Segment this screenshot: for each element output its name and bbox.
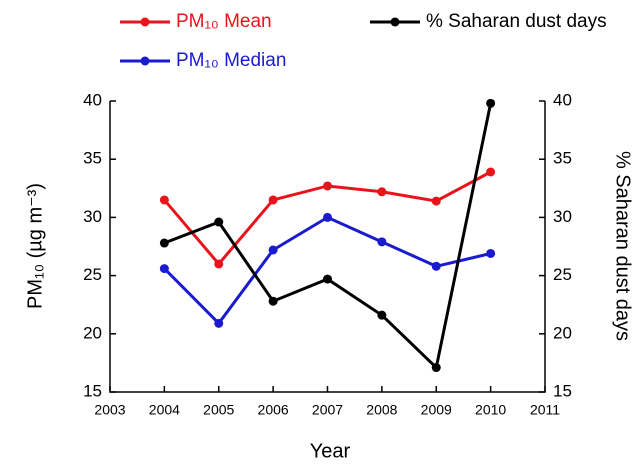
data-point bbox=[323, 212, 332, 222]
x-tick-label: 2003 bbox=[94, 402, 125, 418]
y-tick-label: 30 bbox=[83, 207, 102, 226]
legend-marker bbox=[390, 17, 400, 27]
series-line bbox=[163, 215, 491, 326]
data-point bbox=[431, 196, 441, 206]
y-axis-label: PM₁₀ (µg m⁻³) bbox=[24, 183, 46, 309]
data-point bbox=[268, 195, 278, 205]
y2-axis-label: % Saharan dust days bbox=[612, 151, 634, 341]
series-line bbox=[163, 103, 493, 371]
y2-tick-label: 40 bbox=[553, 90, 572, 109]
y-tick-label: 40 bbox=[83, 90, 102, 109]
y2-tick-label: 15 bbox=[553, 381, 572, 400]
x-tick-label: 2007 bbox=[312, 402, 343, 418]
x-tick-label: 2011 bbox=[530, 402, 560, 418]
x-tick-label: 2009 bbox=[421, 402, 452, 418]
data-point bbox=[268, 296, 278, 306]
legend-marker bbox=[140, 17, 150, 27]
legend-label: PM₁₀ Median bbox=[176, 50, 286, 71]
data-point bbox=[377, 237, 387, 247]
x-axis-label: Year bbox=[310, 440, 351, 462]
data-point bbox=[486, 248, 496, 258]
data-point bbox=[214, 318, 224, 328]
data-point bbox=[377, 310, 387, 320]
y-tick-label: 20 bbox=[83, 323, 102, 342]
data-point bbox=[323, 274, 332, 284]
legend-label: % Saharan dust days bbox=[426, 11, 607, 32]
data-point bbox=[486, 98, 496, 108]
y-tick-label: 25 bbox=[83, 265, 102, 284]
data-point bbox=[159, 264, 169, 274]
legend-marker bbox=[140, 56, 150, 66]
x-tick-label: 2004 bbox=[149, 402, 180, 418]
y2-tick-label: 20 bbox=[553, 323, 572, 342]
y2-tick-label: 35 bbox=[553, 149, 572, 168]
data-point bbox=[214, 259, 224, 269]
x-tick-label: 2010 bbox=[475, 402, 506, 418]
y-tick-label: 35 bbox=[83, 149, 102, 168]
data-point bbox=[214, 217, 224, 227]
x-tick-label: 2006 bbox=[258, 402, 289, 418]
y2-tick-label: 30 bbox=[553, 207, 572, 226]
data-point bbox=[159, 238, 169, 248]
data-point bbox=[159, 195, 169, 205]
data-point bbox=[431, 363, 441, 373]
data-point bbox=[377, 187, 387, 197]
legend-label: PM₁₀ Mean bbox=[176, 11, 272, 32]
data-point bbox=[431, 261, 441, 271]
x-tick-label: 2005 bbox=[203, 402, 234, 418]
x-tick-label: 2008 bbox=[366, 402, 397, 418]
data-point bbox=[323, 181, 332, 191]
data-point bbox=[268, 245, 278, 255]
data-point bbox=[486, 167, 496, 177]
y2-tick-label: 25 bbox=[553, 265, 572, 284]
y-tick-label: 15 bbox=[83, 381, 102, 400]
plot-frame bbox=[109, 101, 546, 393]
